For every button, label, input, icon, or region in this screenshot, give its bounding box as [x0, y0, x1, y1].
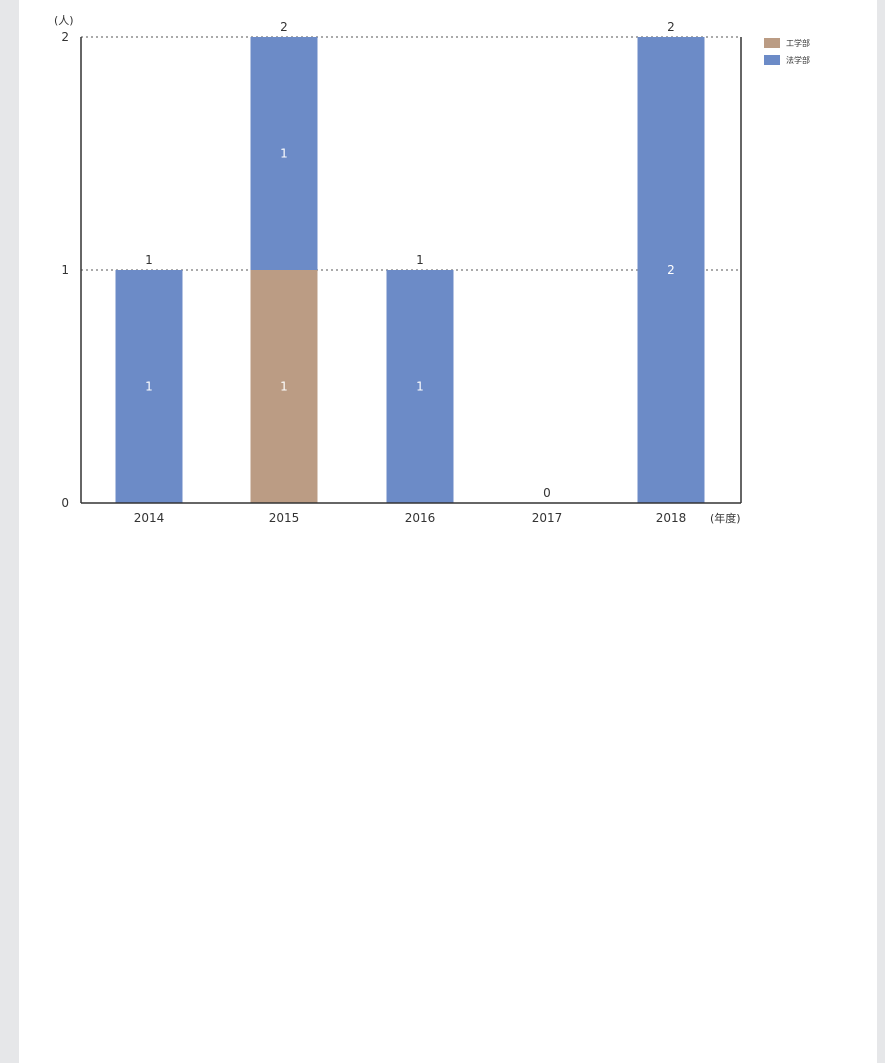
y-tick-label-2: 2: [61, 30, 69, 44]
total-label-2014: 1: [145, 253, 153, 267]
bar-2015-series-1: [250, 37, 318, 270]
total-label-2017: 0: [543, 486, 551, 500]
bar-2016-series-1: [386, 270, 454, 503]
total-label-2016: 1: [416, 253, 424, 267]
bar-2018-series-1: [637, 37, 705, 503]
segment-label-2015-series-1: 1: [280, 147, 288, 161]
x-axis-unit-label: (年度): [710, 511, 741, 525]
x-tick-label-2015: 2015: [269, 511, 300, 525]
segment-label-2014-series-1: 1: [145, 380, 153, 394]
y-tick-label-1: 1: [61, 263, 69, 277]
x-tick-label-2017: 2017: [532, 511, 563, 525]
y-axis-unit-label: (人): [54, 14, 74, 27]
legend-label-1: 法学部: [786, 55, 810, 65]
stacked-bar-chart: (人) (年度) 0 1 2 1 1 2014 1 1 2 2015 1 1 2016 0 2017 2 2 20…: [54, 14, 810, 525]
bar-2015-series-0: [250, 270, 318, 503]
x-tick-label-2018: 2018: [656, 511, 687, 525]
x-tick-label-2016: 2016: [405, 511, 436, 525]
legend-swatch-1: [764, 55, 780, 65]
legend-swatch-0: [764, 38, 780, 48]
segment-label-2015-series-0: 1: [280, 380, 288, 394]
segment-label-2018-series-1: 2: [667, 263, 675, 277]
chart-sheet: (人) (年度) 0 1 2 1 1 2014 1 1 2 2015 1 1 2016 0 2017 2 2 20…: [19, 0, 877, 1063]
y-tick-label-0: 0: [61, 496, 69, 510]
x-tick-label-2014: 2014: [134, 511, 165, 525]
legend-label-0: 工学部: [786, 38, 810, 48]
total-label-2018: 2: [667, 20, 675, 34]
bar-2014-series-1: [115, 270, 183, 503]
total-label-2015: 2: [280, 20, 288, 34]
segment-label-2016-series-1: 1: [416, 380, 424, 394]
